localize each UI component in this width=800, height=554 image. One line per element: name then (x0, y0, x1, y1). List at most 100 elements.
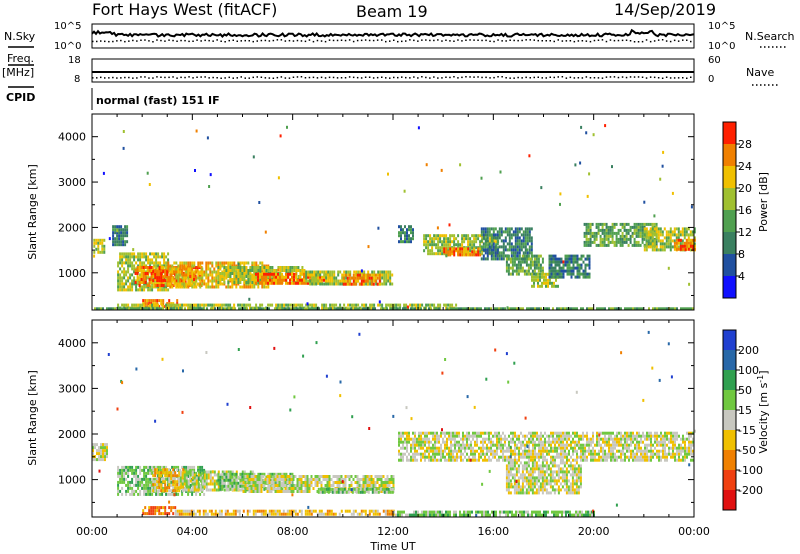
range-cell (554, 269, 557, 273)
range-cell (362, 478, 365, 481)
range-cell (281, 278, 283, 282)
range-cell (268, 475, 271, 478)
nave-dot (276, 76, 279, 79)
range-cell (144, 275, 147, 278)
range-cell (259, 261, 262, 265)
nave-dot (585, 76, 588, 78)
range-cell (666, 307, 668, 311)
range-cell (685, 247, 688, 251)
range-cell (183, 267, 186, 271)
range-cell (267, 285, 270, 289)
range-cell (355, 303, 358, 307)
nave-dot (160, 76, 162, 78)
range-cell (511, 266, 514, 270)
range-cell (313, 303, 316, 307)
range-cell (177, 270, 180, 274)
range-cell (181, 492, 184, 496)
range-cell (137, 483, 140, 487)
range-cell (248, 297, 251, 301)
range-cell (354, 490, 357, 493)
range-cell (335, 303, 338, 307)
range-cell (482, 230, 485, 234)
range-cell (286, 125, 288, 129)
range-cell (139, 258, 142, 262)
range-cell (123, 267, 126, 271)
range-cell (102, 171, 105, 175)
range-cell (362, 279, 365, 283)
range-cell (358, 481, 361, 484)
range-cell (142, 275, 145, 278)
range-cell (364, 307, 366, 311)
range-cell (507, 263, 510, 267)
noise-dot (633, 41, 636, 43)
range-cell (559, 192, 562, 196)
range-cell (352, 273, 355, 277)
range-cell (129, 276, 132, 280)
range-cell (335, 487, 338, 491)
range-cell (118, 225, 121, 229)
range-cell (568, 272, 571, 276)
range-cell (508, 242, 511, 246)
range-cell (377, 303, 380, 307)
range-cell (168, 468, 171, 472)
range-cell (239, 303, 242, 307)
range-cell (225, 475, 228, 479)
range-cell (143, 303, 146, 307)
range-cell (423, 243, 426, 247)
range-cell (320, 484, 323, 487)
range-cell (217, 488, 220, 492)
range-cell (126, 231, 129, 235)
range-cell (649, 236, 652, 240)
range-cell (356, 273, 359, 277)
range-cell (201, 279, 204, 283)
range-cell (197, 276, 200, 280)
range-cell (247, 478, 250, 482)
noise-dot (457, 39, 459, 41)
range-cell (374, 273, 377, 277)
range-cell (601, 225, 604, 229)
range-cell (164, 474, 167, 478)
range-cell (641, 225, 644, 229)
noise-dot (152, 41, 154, 43)
range-cell (259, 278, 262, 281)
range-cell (224, 307, 226, 311)
range-cell (209, 270, 212, 274)
range-cell (233, 484, 236, 488)
range-cell (205, 264, 208, 268)
range-cell (300, 307, 302, 311)
nave-dot (409, 77, 411, 79)
range-cell (135, 471, 138, 475)
range-cell (527, 257, 530, 261)
range-cell (117, 468, 120, 472)
range-cell (304, 481, 307, 484)
range-cell (128, 307, 130, 311)
range-cell (637, 228, 640, 232)
range-cell (221, 479, 224, 483)
range-cell (172, 477, 175, 481)
range-cell (683, 227, 686, 231)
range-cell (568, 269, 571, 273)
range-cell (167, 261, 170, 265)
range-cell (354, 273, 357, 277)
range-cell (537, 278, 539, 282)
range-cell (629, 240, 632, 244)
range-cell (176, 480, 179, 484)
nave-dot (316, 77, 319, 79)
range-cell (142, 269, 145, 272)
range-cell (136, 275, 139, 278)
range-cell (566, 260, 569, 264)
range-cell (344, 273, 347, 277)
range-cell (627, 228, 630, 232)
range-cell (289, 281, 291, 285)
range-cell (223, 272, 226, 275)
range-cell (321, 278, 323, 282)
range-cell (344, 484, 347, 487)
range-cell (177, 306, 180, 310)
range-cell (251, 269, 254, 272)
range-cell (500, 227, 503, 231)
range-cell (493, 240, 496, 244)
range-cell (685, 244, 688, 248)
range-cell (140, 275, 143, 278)
nave-dot (200, 76, 202, 78)
range-cell (120, 228, 123, 232)
